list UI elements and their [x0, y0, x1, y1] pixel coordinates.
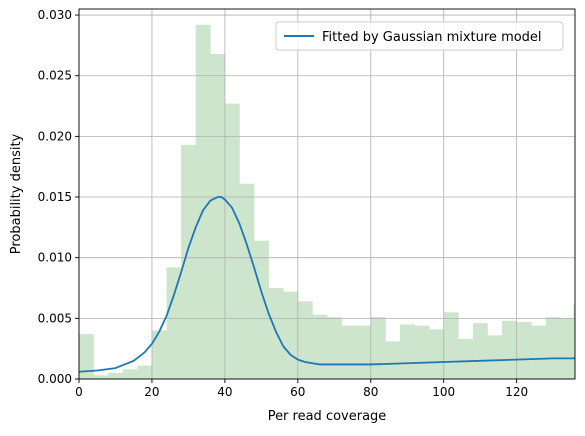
histogram-bar: [181, 144, 197, 379]
legend: Fitted by Gaussian mixture model: [275, 21, 564, 51]
histogram-bar: [297, 301, 313, 379]
x-tick-label: 0: [75, 385, 83, 399]
x-tick-label: 20: [144, 385, 159, 399]
legend-box: [275, 21, 564, 51]
histogram-bar: [239, 183, 255, 379]
x-tick-label: 100: [432, 385, 455, 399]
x-tick-label: 60: [290, 385, 305, 399]
fitted-curve-group: [78, 196, 575, 373]
legend-label: Fitted by Gaussian mixture model: [322, 30, 542, 45]
histogram-bar: [370, 317, 386, 379]
histogram-bar: [254, 240, 269, 379]
histogram-bar: [122, 369, 138, 379]
histogram-bar: [356, 325, 372, 379]
histogram-bar: [79, 334, 94, 379]
histogram-bar: [487, 335, 503, 379]
x-tick-label: 120: [505, 385, 528, 399]
histogram-bar: [472, 323, 488, 379]
x-tick-label: 40: [217, 385, 232, 399]
fitted-curve-line: [78, 196, 575, 373]
histogram-bar: [327, 317, 342, 379]
histogram-bar: [458, 338, 474, 379]
histogram-bar: [224, 103, 240, 379]
histogram-bar: [93, 375, 109, 379]
histogram-bar: [429, 329, 445, 379]
histogram-bar: [283, 291, 299, 379]
y-axis-ticks: 0.000 0.005 0.010 0.015 0.020 0.025 0.030: [38, 8, 79, 386]
histogram-bar: [151, 330, 167, 379]
histogram-bars: [79, 24, 576, 379]
plot-frame: [78, 8, 576, 380]
y-tick-label: 0.000: [38, 372, 72, 386]
x-axis-label: Per read coverage: [268, 409, 387, 424]
y-tick-label: 0.005: [38, 311, 72, 325]
histogram-bar: [108, 372, 124, 379]
histogram-bar: [137, 365, 153, 379]
histogram-bar: [560, 318, 576, 379]
histogram-bar: [210, 53, 226, 379]
y-tick-label: 0.010: [38, 251, 72, 265]
y-tick-label: 0.025: [38, 69, 72, 83]
y-tick-label: 0.015: [38, 190, 72, 204]
histogram-bar: [166, 267, 182, 379]
y-axis-label: Probability density: [9, 133, 24, 254]
histogram-bar: [531, 325, 547, 379]
histogram-bar: [399, 324, 415, 379]
histogram-bar: [443, 312, 459, 379]
histogram-bar: [502, 320, 517, 379]
histogram-bar: [195, 24, 211, 379]
histogram-bar: [312, 314, 328, 379]
x-axis-ticks: 0 20 40 60 80 100 120: [75, 379, 528, 399]
histogram-bar: [341, 325, 357, 379]
y-tick-label: 0.020: [38, 129, 72, 143]
histogram-bar: [573, 303, 575, 379]
histogram-bar: [516, 321, 532, 379]
histogram-bar: [414, 325, 430, 379]
histogram-bar: [545, 317, 561, 379]
histogram-bar: [385, 341, 401, 379]
y-tick-label: 0.030: [38, 8, 72, 22]
x-tick-label: 80: [363, 385, 378, 399]
